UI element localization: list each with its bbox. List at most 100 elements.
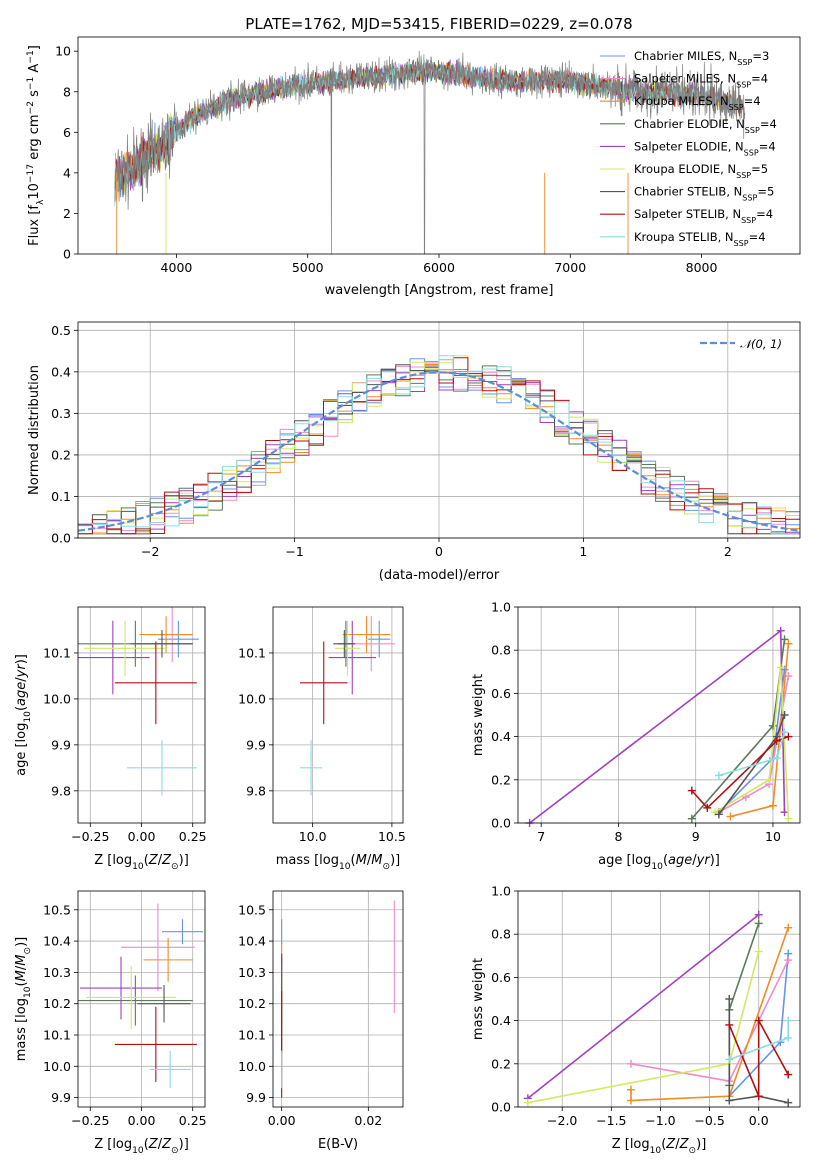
x-tick-label: 0.0	[749, 1113, 769, 1128]
legend-label: Chabrier MILES, NSSP=3	[634, 49, 769, 67]
axes-frame	[77, 890, 206, 1108]
x-axis-label: Z [log10(Z/Z⊙)]	[94, 1137, 189, 1156]
y-tick-label: 9.9	[51, 1090, 71, 1105]
y-tick-label: 0.2	[491, 1056, 511, 1071]
y-tick-label: 0.2	[491, 772, 511, 787]
y-tick-label: 1.0	[491, 600, 511, 615]
weight-line-chabrier_elodie	[691, 639, 786, 820]
weight-line-kroupa_miles	[630, 927, 789, 1102]
z_mass-panel: −0.25 0.00 0.25 9.9 10.0 10.1 10.2 10.3 10.4 10.5…	[14, 890, 207, 1156]
y-tick-label: 10.0	[43, 1059, 71, 1074]
x-tick-label: 8	[614, 829, 622, 844]
y-tick-label: 9.8	[246, 783, 266, 798]
y-tick-label: 10.4	[238, 934, 266, 949]
y-tick-label: 4	[63, 165, 71, 180]
legend-label: Chabrier ELODIE, NSSP=4	[634, 117, 777, 135]
y-tick-label: 9.9	[246, 1090, 266, 1105]
normal-curve	[78, 371, 800, 532]
x-tick-label: −1.0	[645, 1113, 675, 1128]
y-tick-label: 0.6	[491, 970, 511, 985]
mass_age-panel: 10.0 10.5 9.8 9.9 10.0 10.1 mass [log10(M/M⊙)]	[238, 606, 406, 872]
x-axis-label: mass [log10(M/M⊙)]	[276, 853, 400, 872]
legend-label: Kroupa STELIB, NSSP=4	[634, 230, 766, 248]
x-tick-label: 0.02	[354, 1113, 382, 1128]
x-tick-label: 10.0	[299, 829, 327, 844]
x-tick-label: 10	[765, 829, 781, 844]
x-tick-label: 0.25	[179, 1113, 207, 1128]
x-tick-label: −0.25	[71, 829, 109, 844]
y-axis-label: Flux [fλ10−17 erg cm−2 s−1 A−1]	[26, 45, 46, 246]
weight-line-salpeter_elodie	[527, 914, 760, 1100]
y-tick-label: 10.3	[238, 965, 266, 980]
y-tick-label: 9.9	[246, 737, 266, 752]
data-spectrum-line	[114, 50, 746, 254]
y-tick-label: 10.1	[43, 1028, 71, 1043]
x-axis-label: E(B-V)	[318, 1137, 358, 1152]
y-tick-label: 8	[63, 84, 71, 99]
y-tick-label: 10.1	[43, 645, 71, 660]
axes-frame	[77, 36, 801, 255]
legend-label: Salpeter MILES, NSSP=4	[634, 72, 768, 90]
legend-label: Chabrier STELIB, NSSP=5	[634, 185, 774, 203]
y-tick-label: 10.0	[238, 691, 266, 706]
z_weight-panel: −2.0 −1.5 −1.0 −0.5 0.0 0.0 0.2 0.4 0.6 0.8 1.0 Z […	[471, 884, 801, 1156]
y-tick-label: 10.0	[238, 1059, 266, 1074]
legend-label: Kroupa ELODIE, NSSP=5	[634, 162, 768, 180]
y-tick-label: 10.5	[43, 902, 71, 917]
axes-frame	[517, 606, 801, 824]
x-axis-label: wavelength [Angstrom, rest frame]	[325, 283, 554, 298]
x-tick-label: 0.00	[128, 829, 156, 844]
axes-frame	[77, 606, 206, 824]
x-tick-label: 4000	[161, 260, 193, 275]
x-tick-label: −0.25	[71, 1113, 109, 1128]
x-tick-label: 7	[537, 829, 545, 844]
y-tick-label: 0.6	[491, 686, 511, 701]
y-tick-label: 0.2	[51, 447, 71, 462]
y-tick-label: 0.1	[51, 489, 71, 504]
y-tick-label: 0	[63, 247, 71, 262]
weight-line-salpeter_stelib	[728, 1020, 789, 1097]
legend-label: Salpeter STELIB, NSSP=4	[634, 207, 773, 225]
x-tick-label: 9	[692, 829, 700, 844]
y-tick-label: 0.8	[491, 927, 511, 942]
x-axis-label: Z [log10(Z/Z⊙)]	[612, 1137, 707, 1156]
y-axis-label: mass [log10(M/M⊙)]	[14, 937, 33, 1061]
y-tick-label: 10.0	[43, 691, 71, 706]
error-bars	[299, 616, 396, 796]
y-tick-label: 0.0	[491, 816, 511, 831]
error-bars	[78, 607, 199, 796]
x-axis-label: age [log10(age/yr)]	[598, 853, 720, 872]
weight-line-kroupa_elodie	[714, 667, 790, 819]
x-tick-label: 0.00	[268, 1113, 296, 1128]
legend-label: Kroupa MILES, NSSP=4	[634, 94, 761, 112]
x-tick-label: 0.00	[128, 1113, 156, 1128]
y-tick-label: 2	[63, 206, 71, 221]
y-tick-label: 10.2	[43, 996, 71, 1011]
legend-label: Salpeter ELODIE, NSSP=4	[634, 139, 776, 157]
z_age-panel: −0.25 0.00 0.25 9.8 9.9 10.0 10.1 Z [log10(Z/Z⊙…	[14, 606, 207, 872]
x-tick-label: −0.5	[694, 1113, 724, 1128]
y-tick-label: 0.3	[51, 406, 71, 421]
chart-title: PLATE=1762, MJD=53415, FIBERID=0229, z=0…	[245, 15, 632, 33]
y-tick-label: 9.8	[51, 783, 71, 798]
y-tick-label: 6	[63, 125, 71, 140]
x-tick-label: 6000	[423, 260, 455, 275]
y-tick-label: 1.0	[491, 884, 511, 899]
y-tick-label: 0.0	[51, 531, 71, 546]
y-axis-label: mass weight	[471, 674, 486, 756]
x-tick-label: 8000	[686, 260, 718, 275]
x-tick-label: −2.0	[547, 1113, 577, 1128]
y-tick-label: 0.4	[51, 364, 71, 379]
y-tick-label: 10.5	[238, 902, 266, 917]
spectrum-lines	[114, 50, 746, 254]
x-tick-label: −2	[141, 544, 159, 559]
spectrum-panel: 4000 5000 6000 7000 8000 0 2 4 6 8 10 PLATE=1762, M…	[26, 15, 801, 298]
y-axis-label: age [log10(age/yr)]	[14, 654, 33, 776]
x-tick-label: 2	[724, 544, 732, 559]
weight-lines	[525, 626, 793, 827]
y-axis-label: Normed distribution	[27, 365, 42, 495]
y-tick-label: 10.1	[238, 645, 266, 660]
x-axis-label: Z [log10(Z/Z⊙)]	[94, 853, 189, 872]
y-tick-label: 9.9	[51, 737, 71, 752]
